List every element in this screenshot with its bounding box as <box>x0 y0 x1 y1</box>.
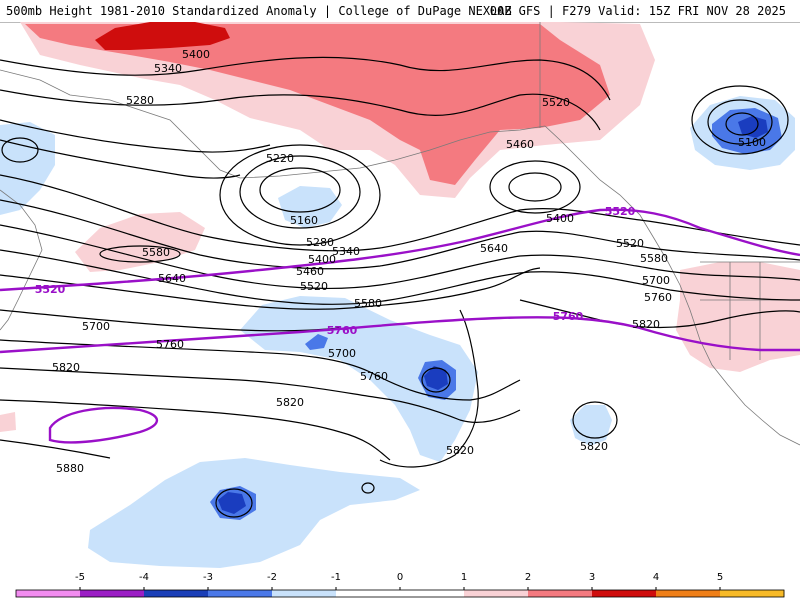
negative-anomaly-strong <box>218 492 246 514</box>
contour-label: 5520 <box>542 96 570 109</box>
negative-anomaly-strong <box>738 116 768 138</box>
model-valid-time: 00Z GFS | F279 Valid: 15Z FRI NOV 28 202… <box>489 4 786 18</box>
colorbar-tick-label: -3 <box>203 572 213 583</box>
contour-label: 5280 <box>306 236 334 249</box>
contour-label: 5820 <box>52 361 80 374</box>
colorbar-tick-label: -4 <box>139 572 149 583</box>
colorbar-segment <box>528 590 593 597</box>
contour-label: 5700 <box>642 274 670 287</box>
contour-label: 5760 <box>360 370 388 383</box>
colorbar-tick-label: 2 <box>524 572 532 583</box>
anomaly-colorbar: -5 -4 -3 -2 -1 0 1 2 3 4 5 <box>0 572 800 600</box>
contour-label: 5700 <box>82 320 110 333</box>
contour-label: 5760 <box>156 338 184 351</box>
colorbar-tick-label: 5 <box>716 572 724 583</box>
coastlines <box>0 22 800 446</box>
height-contours <box>0 56 800 518</box>
negative-anomaly-medium <box>305 334 328 350</box>
contour-label: 5400 <box>182 48 210 61</box>
colorbar-segment <box>400 590 465 597</box>
contour-label: 5460 <box>296 265 324 278</box>
contour-label: 5580 <box>354 297 382 310</box>
contour-label: 5820 <box>446 444 474 457</box>
climo-label: 5520 <box>35 283 66 296</box>
contour-label: 5160 <box>290 214 318 227</box>
colorbar-segment <box>16 590 81 597</box>
climo-label: 5760 <box>327 324 358 337</box>
colorbar-segment <box>336 590 401 597</box>
negative-anomaly-strong <box>424 366 448 390</box>
colorbar-tick-label: 3 <box>588 572 596 583</box>
colorbar-segment <box>592 590 657 597</box>
height-labels: 5400 5340 5280 5520 5460 5220 5160 5280 … <box>52 48 766 475</box>
contour-label: 5760 <box>644 291 672 304</box>
contour-label: 5460 <box>506 138 534 151</box>
contour-label: 5580 <box>640 252 668 265</box>
contour-label: 5340 <box>332 245 360 258</box>
colorbar-tick-label: 0 <box>396 572 404 583</box>
colorbar-tick-label: 4 <box>652 572 660 583</box>
contour-label: 5820 <box>580 440 608 453</box>
colorbar-segment <box>656 590 721 597</box>
contour-label: 5400 <box>308 253 336 266</box>
negative-anomaly-light <box>570 405 612 446</box>
contour-label: 5640 <box>158 272 186 285</box>
contour-label: 5280 <box>126 94 154 107</box>
map-title: 500mb Height 1981-2010 Standardized Anom… <box>6 4 512 18</box>
colorbar-segment <box>720 590 785 597</box>
negative-anomaly-light <box>0 122 55 215</box>
anomaly-map: 5400 5340 5280 5520 5460 5220 5160 5280 … <box>0 22 800 568</box>
anomaly-shading <box>0 22 800 568</box>
contour-label: 5580 <box>142 246 170 259</box>
positive-anomaly-strong <box>95 22 230 50</box>
colorbar-segment <box>208 590 273 597</box>
climatology-labels: 5520 5520 5760 5760 <box>35 205 636 337</box>
colorbar-tick-label: -5 <box>75 572 85 583</box>
contour-label: 5340 <box>154 62 182 75</box>
contour-label: 5700 <box>328 347 356 360</box>
colorbar-tick-label: 1 <box>460 572 468 583</box>
contour-label: 5520 <box>616 237 644 250</box>
contour-label: 5100 <box>738 136 766 149</box>
colorbar-strip <box>15 587 785 598</box>
negative-anomaly-light <box>88 458 420 568</box>
contour-label: 5640 <box>480 242 508 255</box>
positive-anomaly-light <box>0 412 16 432</box>
colorbar-segment <box>80 590 145 597</box>
climatology-contours <box>0 208 800 444</box>
negative-anomaly-light <box>240 296 478 462</box>
negative-anomaly-light <box>278 186 342 228</box>
contour-label: 5520 <box>300 280 328 293</box>
colorbar-segment <box>144 590 209 597</box>
colorbar-tick-label: -2 <box>267 572 277 583</box>
climo-label: 5760 <box>553 310 584 323</box>
contour-label: 5820 <box>276 396 304 409</box>
contour-label: 5400 <box>546 212 574 225</box>
positive-anomaly-medium <box>25 24 610 185</box>
colorbar-segment <box>464 590 529 597</box>
contour-label: 5880 <box>56 462 84 475</box>
climo-label: 5520 <box>605 205 636 218</box>
map-header: 500mb Height 1981-2010 Standardized Anom… <box>0 0 800 23</box>
positive-anomaly-light <box>75 212 205 272</box>
colorbar-tick-label: -1 <box>331 572 341 583</box>
colorbar-segment <box>272 590 337 597</box>
contour-label: 5820 <box>632 318 660 331</box>
contour-label: 5220 <box>266 152 294 165</box>
